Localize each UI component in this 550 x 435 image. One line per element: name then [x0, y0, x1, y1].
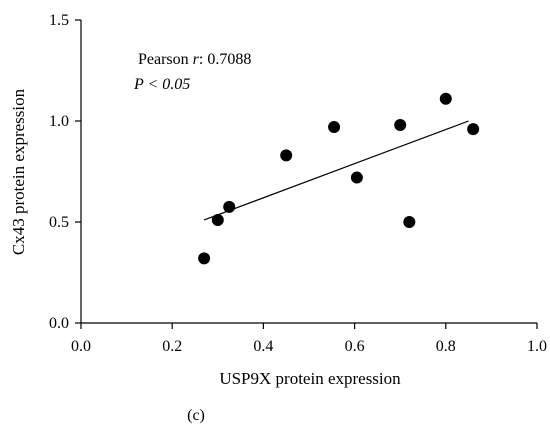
data-point [467, 123, 480, 136]
data-point [211, 213, 224, 226]
data-point [439, 92, 452, 105]
x-tick-label: 0.0 [71, 338, 91, 355]
panel-label: (c) [187, 407, 205, 424]
data-point [280, 149, 293, 162]
data-point [394, 119, 407, 132]
x-tick-label: 0.2 [162, 338, 182, 355]
axes: 0.0 0.2 0.4 0.6 0.8 1.0 0.0 0.5 1.0 1.5 [49, 12, 547, 355]
y-tick-label: 1.0 [49, 113, 69, 130]
y-tick-label: 0.5 [49, 214, 69, 231]
y-tick-label: 1.5 [49, 12, 69, 29]
pearson-r-symbol: r [193, 51, 200, 68]
y-axis-title: Cx43 protein expression [9, 88, 28, 255]
pearson-value: : 0.7088 [199, 51, 251, 68]
data-point [223, 200, 236, 213]
x-axis-title: USP9X protein expression [219, 369, 401, 388]
data-points [198, 92, 480, 265]
data-point [350, 171, 363, 184]
pearson-label: Pearson [138, 51, 193, 68]
data-point [403, 216, 416, 228]
x-tick-label: 0.8 [436, 338, 456, 355]
regression-line [203, 120, 469, 221]
x-tick-label: 1.0 [527, 338, 547, 355]
x-tick-label: 0.4 [253, 338, 273, 355]
y-tick-label: 0.0 [49, 315, 69, 332]
data-point [328, 121, 341, 134]
x-tick-label: 0.6 [345, 338, 365, 355]
p-value-annotation: P < 0.05 [133, 76, 190, 93]
trendline-group [203, 120, 469, 221]
data-point [198, 252, 211, 265]
pearson-annotation: Pearson r: 0.7088 [138, 51, 251, 68]
